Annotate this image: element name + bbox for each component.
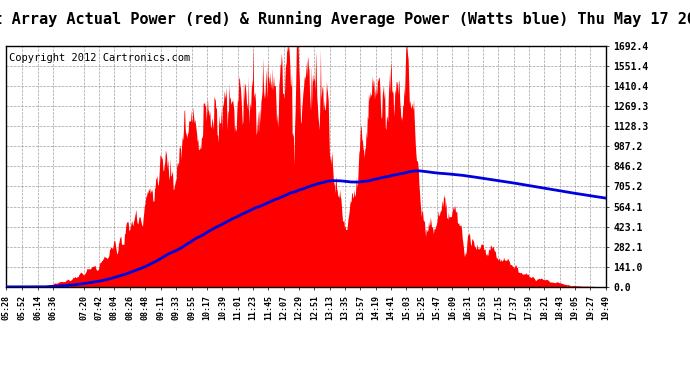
Text: Copyright 2012 Cartronics.com: Copyright 2012 Cartronics.com	[8, 53, 190, 63]
Text: West Array Actual Power (red) & Running Average Power (Watts blue) Thu May 17 20: West Array Actual Power (red) & Running …	[0, 11, 690, 27]
